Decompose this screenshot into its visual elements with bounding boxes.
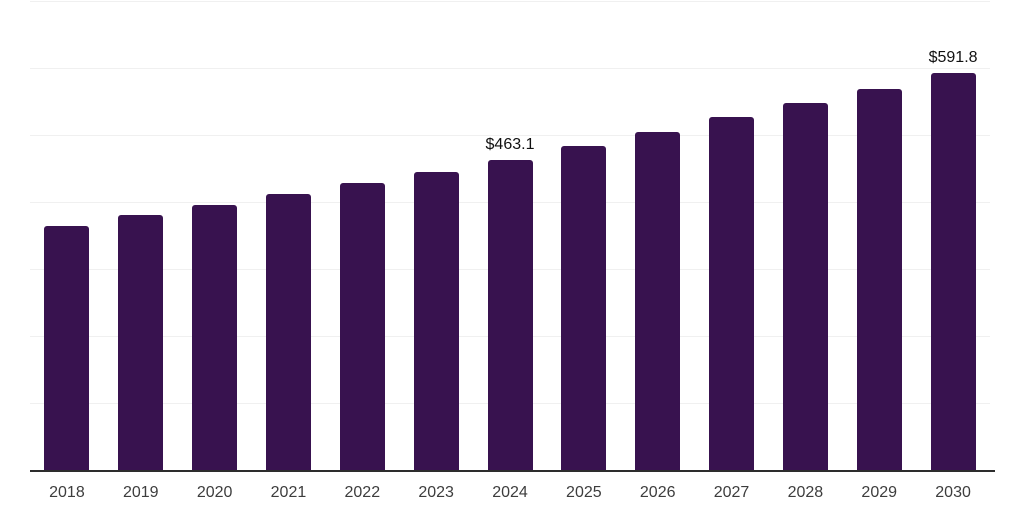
x-tick-2029: 2029 <box>861 484 898 501</box>
x-tick-2018: 2018 <box>49 484 85 501</box>
x-tick-2019: 2019 <box>122 484 159 501</box>
gridline-700 <box>30 1 990 2</box>
x-tick-2030: 2030 <box>935 484 971 501</box>
x-tick-2028: 2028 <box>787 484 824 501</box>
bar-2029[interactable] <box>856 89 902 470</box>
plot-area <box>30 0 990 470</box>
bar-2022[interactable] <box>339 182 385 470</box>
bar-2027[interactable] <box>709 117 755 470</box>
data-label-2024: $463.1 <box>485 135 535 153</box>
x-tick-2024: 2024 <box>492 484 528 501</box>
gridline-600 <box>30 68 990 69</box>
bar-2026[interactable] <box>635 131 681 470</box>
x-tick-2020: 2020 <box>196 484 233 501</box>
bar-2023[interactable] <box>413 172 459 470</box>
x-tick-2025: 2025 <box>566 484 602 501</box>
x-tick-2026: 2026 <box>639 484 676 501</box>
gridline-500 <box>30 135 990 136</box>
x-tick-2023: 2023 <box>418 484 454 501</box>
bar-2025[interactable] <box>561 145 607 470</box>
data-label-2030: $591.8 <box>928 49 978 67</box>
bar-2020[interactable] <box>192 204 238 470</box>
bar-2030[interactable] <box>930 73 976 470</box>
bar-2019[interactable] <box>118 215 164 470</box>
x-tick-2021: 2021 <box>270 484 307 501</box>
bar-2024[interactable] <box>487 159 533 470</box>
x-tick-2027: 2027 <box>713 484 750 501</box>
x-tick-2022: 2022 <box>344 484 381 501</box>
bar-2018[interactable] <box>44 226 90 470</box>
bar-2028[interactable] <box>782 102 828 470</box>
bar-2021[interactable] <box>265 193 311 470</box>
x-axis-line <box>30 470 995 472</box>
